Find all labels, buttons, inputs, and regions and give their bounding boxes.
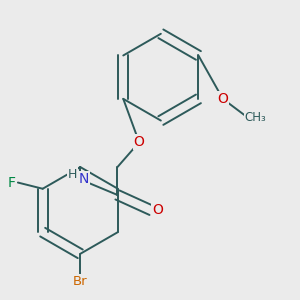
Text: O: O xyxy=(134,135,145,149)
Text: O: O xyxy=(152,203,163,218)
Text: H: H xyxy=(68,168,77,181)
Text: N: N xyxy=(78,172,88,186)
Text: CH₃: CH₃ xyxy=(244,111,266,124)
Text: Br: Br xyxy=(73,275,88,288)
Text: F: F xyxy=(8,176,16,190)
Text: O: O xyxy=(218,92,228,106)
